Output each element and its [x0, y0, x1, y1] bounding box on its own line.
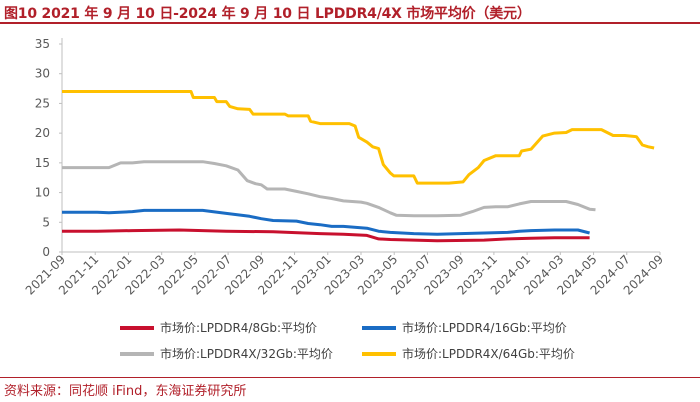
- series-line-2: [62, 208, 590, 236]
- y-tick-label: 5: [42, 215, 50, 229]
- source-note: 资料来源：同花顺 iFind，东海证券研究所: [4, 384, 247, 399]
- x-axis: 2021-092021-112022-012022-032022-052022-…: [23, 252, 666, 298]
- chart-title: 图10 2021 年 9 月 10 日-2024 年 9 月 10 日 LPDD…: [4, 6, 531, 22]
- y-tick-label: 30: [35, 67, 50, 81]
- footer-divider: [0, 377, 700, 378]
- legend: 市场价:LPDDR4/8Gb:平均价 市场价:LPDDR4/16Gb:平均价市场价…: [120, 320, 575, 361]
- series-line-4: [62, 90, 655, 185]
- legend-label: 市场价:LPDDR4/16Gb:平均价: [402, 320, 567, 335]
- series-group: [62, 90, 655, 243]
- title-divider: [0, 22, 700, 24]
- series-line-1: [62, 228, 590, 243]
- y-tick-label: 20: [35, 126, 50, 140]
- line-chart: 0 5 10 15 20 25 30 35 2021-092021-112022-012022…: [23, 37, 666, 361]
- legend-label: 市场价:LPDDR4X/32Gb:平均价: [160, 346, 333, 361]
- series-line-3: [62, 160, 596, 218]
- legend-label: 市场价:LPDDR4X/64Gb:平均价: [402, 346, 575, 361]
- y-tick-label: 0: [42, 245, 50, 259]
- y-tick-label: 35: [35, 37, 50, 51]
- legend-label: 市场价:LPDDR4/8Gb:平均价: [160, 320, 317, 335]
- y-tick-label: 15: [35, 156, 50, 170]
- y-axis: 0 5 10 15 20 25 30 35: [35, 37, 62, 259]
- plot-area: [61, 38, 660, 253]
- y-tick-label: 10: [35, 186, 50, 200]
- y-tick-label: 25: [35, 96, 50, 110]
